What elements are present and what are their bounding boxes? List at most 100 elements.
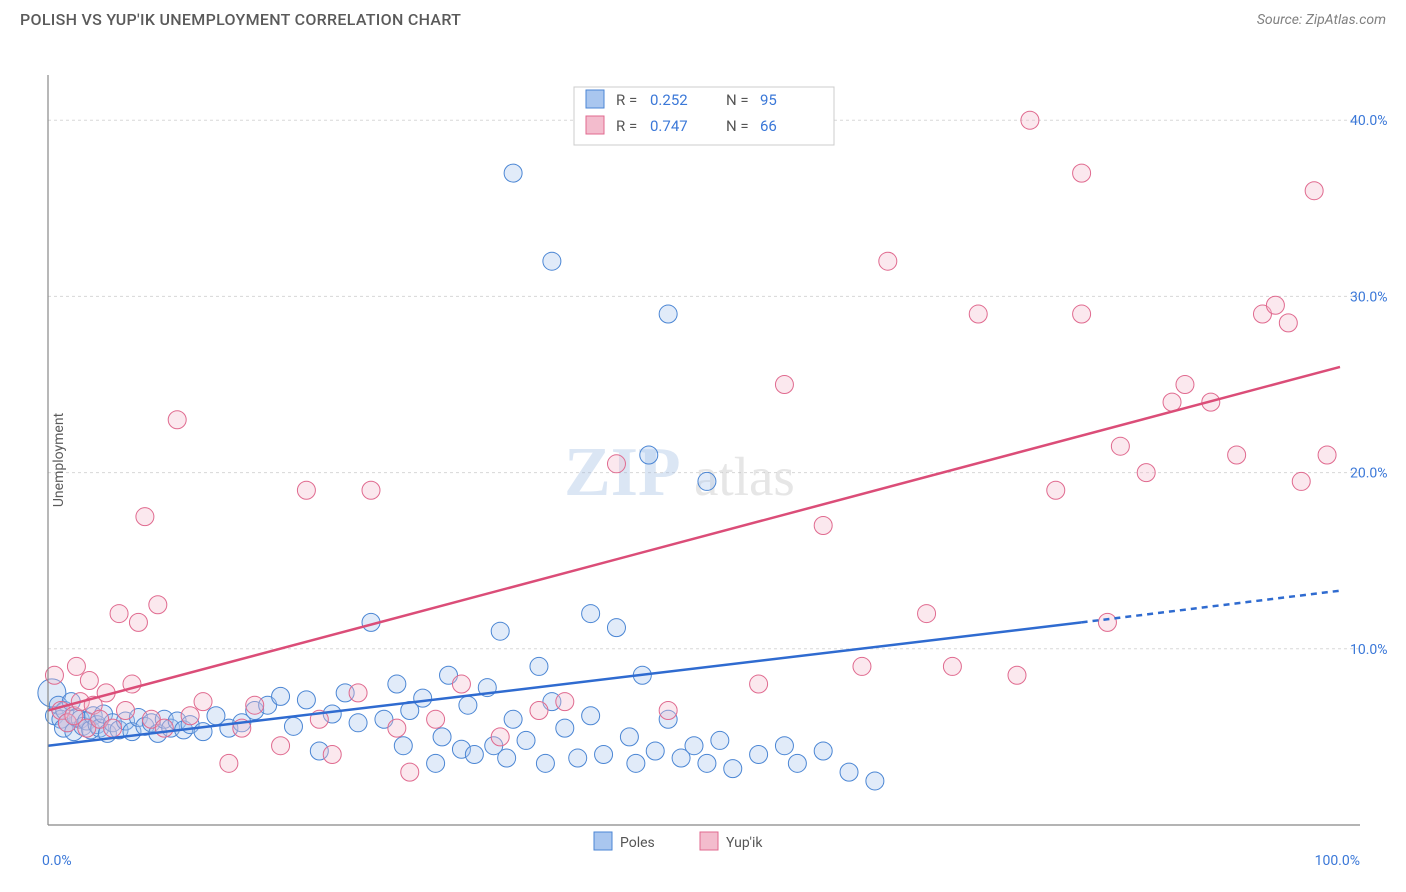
data-point-poles[interactable] bbox=[504, 710, 522, 728]
data-point-poles[interactable] bbox=[498, 749, 516, 767]
data-point-poles[interactable] bbox=[724, 760, 742, 778]
data-point-yupik[interactable] bbox=[117, 701, 135, 719]
data-point-yupik[interactable] bbox=[1008, 666, 1026, 684]
data-point-yupik[interactable] bbox=[1047, 481, 1065, 499]
data-point-yupik[interactable] bbox=[388, 719, 406, 737]
data-point-yupik[interactable] bbox=[1279, 314, 1297, 332]
data-point-poles[interactable] bbox=[866, 772, 884, 790]
data-point-yupik[interactable] bbox=[297, 481, 315, 499]
data-point-poles[interactable] bbox=[595, 746, 613, 764]
data-point-poles[interactable] bbox=[530, 657, 548, 675]
data-point-yupik[interactable] bbox=[349, 684, 367, 702]
data-point-yupik[interactable] bbox=[814, 516, 832, 534]
data-point-poles[interactable] bbox=[620, 728, 638, 746]
data-point-poles[interactable] bbox=[394, 737, 412, 755]
data-point-poles[interactable] bbox=[536, 754, 554, 772]
data-point-yupik[interactable] bbox=[220, 754, 238, 772]
data-point-yupik[interactable] bbox=[67, 657, 85, 675]
data-point-poles[interactable] bbox=[465, 746, 483, 764]
data-point-poles[interactable] bbox=[388, 675, 406, 693]
bottom-legend-swatch bbox=[594, 832, 612, 850]
data-point-poles[interactable] bbox=[814, 742, 832, 760]
data-point-yupik[interactable] bbox=[969, 305, 987, 323]
data-point-yupik[interactable] bbox=[136, 508, 154, 526]
data-point-yupik[interactable] bbox=[194, 693, 212, 711]
data-point-poles[interactable] bbox=[698, 472, 716, 490]
data-point-yupik[interactable] bbox=[401, 763, 419, 781]
data-point-poles[interactable] bbox=[556, 719, 574, 737]
data-point-yupik[interactable] bbox=[530, 701, 548, 719]
data-point-yupik[interactable] bbox=[853, 657, 871, 675]
legend-box bbox=[574, 87, 834, 145]
data-point-yupik[interactable] bbox=[491, 728, 509, 746]
data-point-yupik[interactable] bbox=[750, 675, 768, 693]
data-point-yupik[interactable] bbox=[1292, 472, 1310, 490]
data-point-yupik[interactable] bbox=[110, 605, 128, 623]
data-point-poles[interactable] bbox=[646, 742, 664, 760]
data-point-poles[interactable] bbox=[840, 763, 858, 781]
data-point-yupik[interactable] bbox=[607, 455, 625, 473]
data-point-yupik[interactable] bbox=[1098, 613, 1116, 631]
data-point-yupik[interactable] bbox=[129, 613, 147, 631]
data-point-poles[interactable] bbox=[491, 622, 509, 640]
data-point-yupik[interactable] bbox=[1305, 182, 1323, 200]
data-point-poles[interactable] bbox=[569, 749, 587, 767]
data-point-yupik[interactable] bbox=[775, 376, 793, 394]
data-point-poles[interactable] bbox=[698, 754, 716, 772]
data-point-yupik[interactable] bbox=[1021, 111, 1039, 129]
data-point-yupik[interactable] bbox=[1318, 446, 1336, 464]
data-point-yupik[interactable] bbox=[104, 719, 122, 737]
data-point-poles[interactable] bbox=[297, 691, 315, 709]
legend-n-value: 95 bbox=[760, 91, 777, 109]
data-point-yupik[interactable] bbox=[659, 701, 677, 719]
data-point-poles[interactable] bbox=[582, 707, 600, 725]
data-point-poles[interactable] bbox=[433, 728, 451, 746]
legend-swatch bbox=[586, 90, 604, 108]
legend-n-value: 66 bbox=[760, 117, 777, 135]
data-point-poles[interactable] bbox=[607, 619, 625, 637]
data-point-poles[interactable] bbox=[582, 605, 600, 623]
data-point-poles[interactable] bbox=[627, 754, 645, 772]
data-point-yupik[interactable] bbox=[1111, 437, 1129, 455]
data-point-poles[interactable] bbox=[775, 737, 793, 755]
data-point-poles[interactable] bbox=[504, 164, 522, 182]
data-point-yupik[interactable] bbox=[181, 707, 199, 725]
data-point-poles[interactable] bbox=[543, 252, 561, 270]
data-point-yupik[interactable] bbox=[879, 252, 897, 270]
data-point-yupik[interactable] bbox=[556, 693, 574, 711]
data-point-yupik[interactable] bbox=[1137, 464, 1155, 482]
data-point-yupik[interactable] bbox=[1266, 296, 1284, 314]
data-point-poles[interactable] bbox=[640, 446, 658, 464]
data-point-poles[interactable] bbox=[750, 746, 768, 764]
data-point-yupik[interactable] bbox=[1073, 305, 1091, 323]
data-point-poles[interactable] bbox=[685, 737, 703, 755]
data-point-yupik[interactable] bbox=[427, 710, 445, 728]
trend-line-dashed-poles bbox=[1082, 591, 1340, 623]
data-point-yupik[interactable] bbox=[155, 719, 173, 737]
data-point-yupik[interactable] bbox=[1228, 446, 1246, 464]
data-point-poles[interactable] bbox=[659, 305, 677, 323]
data-point-poles[interactable] bbox=[272, 687, 290, 705]
data-point-poles[interactable] bbox=[517, 731, 535, 749]
data-point-yupik[interactable] bbox=[246, 696, 264, 714]
data-point-poles[interactable] bbox=[349, 714, 367, 732]
data-point-yupik[interactable] bbox=[1176, 376, 1194, 394]
data-point-poles[interactable] bbox=[427, 754, 445, 772]
data-point-yupik[interactable] bbox=[272, 737, 290, 755]
data-point-poles[interactable] bbox=[459, 696, 477, 714]
data-point-poles[interactable] bbox=[284, 717, 302, 735]
data-point-yupik[interactable] bbox=[149, 596, 167, 614]
data-point-yupik[interactable] bbox=[168, 411, 186, 429]
data-point-poles[interactable] bbox=[414, 689, 432, 707]
data-point-yupik[interactable] bbox=[323, 746, 341, 764]
data-point-yupik[interactable] bbox=[80, 672, 98, 690]
data-point-yupik[interactable] bbox=[362, 481, 380, 499]
data-point-yupik[interactable] bbox=[918, 605, 936, 623]
data-point-yupik[interactable] bbox=[1073, 164, 1091, 182]
data-point-poles[interactable] bbox=[788, 754, 806, 772]
data-point-yupik[interactable] bbox=[452, 675, 470, 693]
watermark-text: ZIP bbox=[564, 434, 681, 511]
data-point-yupik[interactable] bbox=[943, 657, 961, 675]
data-point-poles[interactable] bbox=[711, 731, 729, 749]
data-point-yupik[interactable] bbox=[1163, 393, 1181, 411]
